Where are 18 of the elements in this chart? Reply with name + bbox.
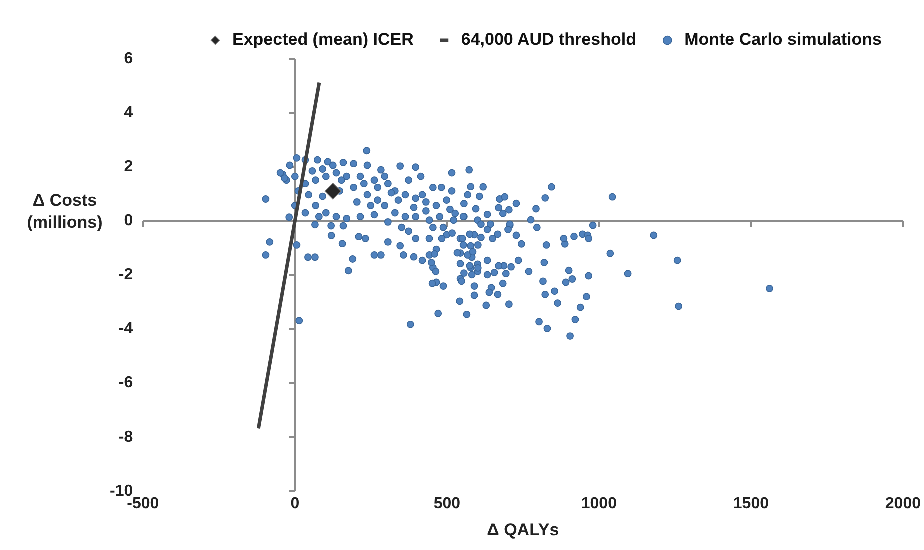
x-tick-label: 500	[434, 495, 461, 512]
y-tick-label: 0	[124, 212, 134, 230]
y-tick-label: 2	[124, 158, 134, 176]
y-axis-title: Δ Costs (millions)	[26, 190, 104, 234]
y-tick-label: -2	[118, 266, 134, 284]
legend-label: Monte Carlo simulations	[684, 30, 882, 50]
y-tick-label: 4	[124, 104, 134, 122]
x-tick-label: 1500	[733, 495, 770, 512]
legend-label: 64,000 AUD threshold	[461, 30, 636, 50]
x-tick-label: 0	[290, 495, 300, 512]
y-tick-label: 6	[124, 50, 134, 68]
x-tick-label: 1000	[581, 495, 618, 512]
x-tick-label: 2000	[885, 495, 922, 512]
legend-label: Expected (mean) ICER	[232, 30, 414, 50]
y-tick-label: -8	[118, 428, 134, 446]
x-axis-title: Δ QALYs	[487, 520, 560, 540]
y-tick-label: -6	[118, 374, 134, 392]
y-tick-label: -4	[118, 320, 134, 338]
